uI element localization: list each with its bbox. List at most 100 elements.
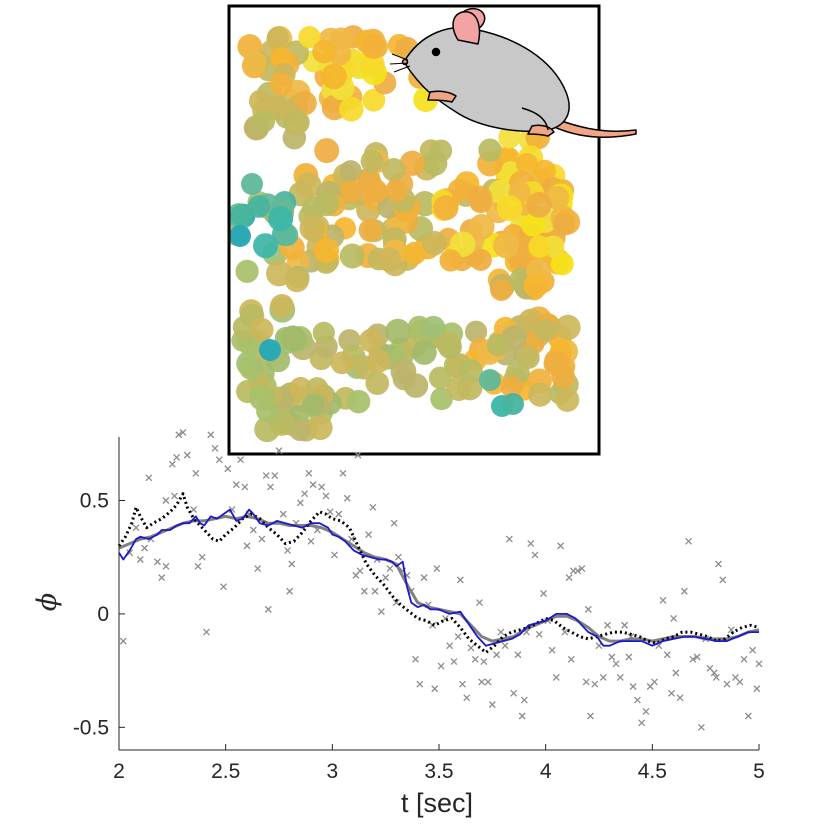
trajectory-dot [555,387,580,412]
observation-marker [467,644,475,652]
observation-marker [659,596,667,604]
trajectory-dot [299,215,326,242]
observation-marker [744,712,752,720]
trajectory-dot [479,369,501,391]
observation-marker [249,526,257,534]
observation-marker [604,621,611,629]
trajectory-dot [392,367,416,391]
observation-marker [454,633,462,641]
trajectory-dot [284,267,310,293]
trajectory-dot [496,195,523,222]
observation-marker [179,429,187,436]
y-tick-labels: -0.5 0 0.5 [73,490,125,739]
trajectory-dot [498,126,521,149]
observation-marker [318,483,326,491]
observation-marker [535,630,543,638]
trajectory-dot [362,88,386,112]
trajectory-dot [550,252,574,276]
observation-marker [552,673,560,681]
trajectory-dot [366,349,391,373]
observation-marker [574,567,582,575]
trajectory-dot [254,416,280,443]
observation-marker [456,576,464,584]
observation-marker [471,655,479,663]
trajectory-dot [360,149,384,173]
trajectory-dot [422,150,448,176]
trajectory-dot [256,399,279,423]
trajectory-dot [399,150,425,176]
observation-marker [420,574,428,582]
observation-marker [476,599,483,607]
trajectory-dot [250,317,274,342]
observation-marker [232,481,240,489]
observation-marker [584,605,592,613]
observation-markers [119,429,763,731]
trajectory-dot [286,110,310,135]
trajectory-dot [307,415,333,441]
observation-marker [153,558,161,566]
observation-marker [395,553,402,561]
y-tick-label: -0.5 [73,716,109,739]
observation-marker [241,483,249,491]
observation-marker [145,474,153,482]
observation-marker [309,481,317,489]
trajectory-dot [436,331,462,357]
trajectory-dot [449,231,476,258]
trajectory-dot [359,51,385,77]
trajectory-dot [339,160,362,183]
observation-marker [480,658,488,666]
observation-marker [382,574,390,582]
observation-marker [727,626,735,634]
observation-marker [286,587,294,595]
observation-marker [497,628,505,636]
trajectory-dot [266,26,290,49]
trajectory-dot [312,321,335,345]
observation-marker [264,605,272,613]
trajectory-dot [458,358,483,384]
x-tick-label: 2 [113,760,125,783]
observation-marker [450,658,458,666]
observation-marker [753,685,761,693]
observation-marker [237,456,245,464]
trajectory-dot [478,138,502,162]
x-tick-label: 4.5 [638,760,667,783]
trajectory-dot [270,293,294,318]
trajectory-dot [243,50,268,75]
trajectory-dot [313,237,340,264]
observation-marker [348,535,355,543]
observation-marker [520,696,528,704]
observation-marker [258,535,266,543]
trajectory-dot [361,34,386,59]
trajectory-dot [229,225,251,247]
series-line-true [117,492,760,654]
observation-marker [254,565,262,573]
trajectory-dot [330,351,354,375]
trajectory-dot [468,213,495,240]
observation-marker [693,653,701,661]
trajectory-dot [422,230,447,256]
observation-marker [192,469,200,477]
observation-marker [608,653,616,661]
observation-marker [676,694,684,702]
observation-marker [173,453,181,461]
observation-marker [540,590,547,597]
observation-marker [531,551,539,559]
trajectory-dot [533,159,556,182]
observation-marker [279,510,287,518]
observation-marker [625,653,633,661]
observation-marker [459,680,466,688]
trajectory-dot [439,249,462,272]
observation-marker [629,683,637,690]
trajectory-dots [229,25,581,443]
observation-marker [680,587,688,595]
observation-marker [386,565,394,573]
observation-marker [591,680,599,688]
observation-marker [275,447,283,455]
trajectory-dot [295,172,322,199]
trajectory-dot [340,179,364,203]
observation-marker [712,673,720,681]
trajectory-dot [469,248,492,271]
trajectory-dot [321,63,347,90]
x-tick-label: 2.5 [211,760,240,783]
